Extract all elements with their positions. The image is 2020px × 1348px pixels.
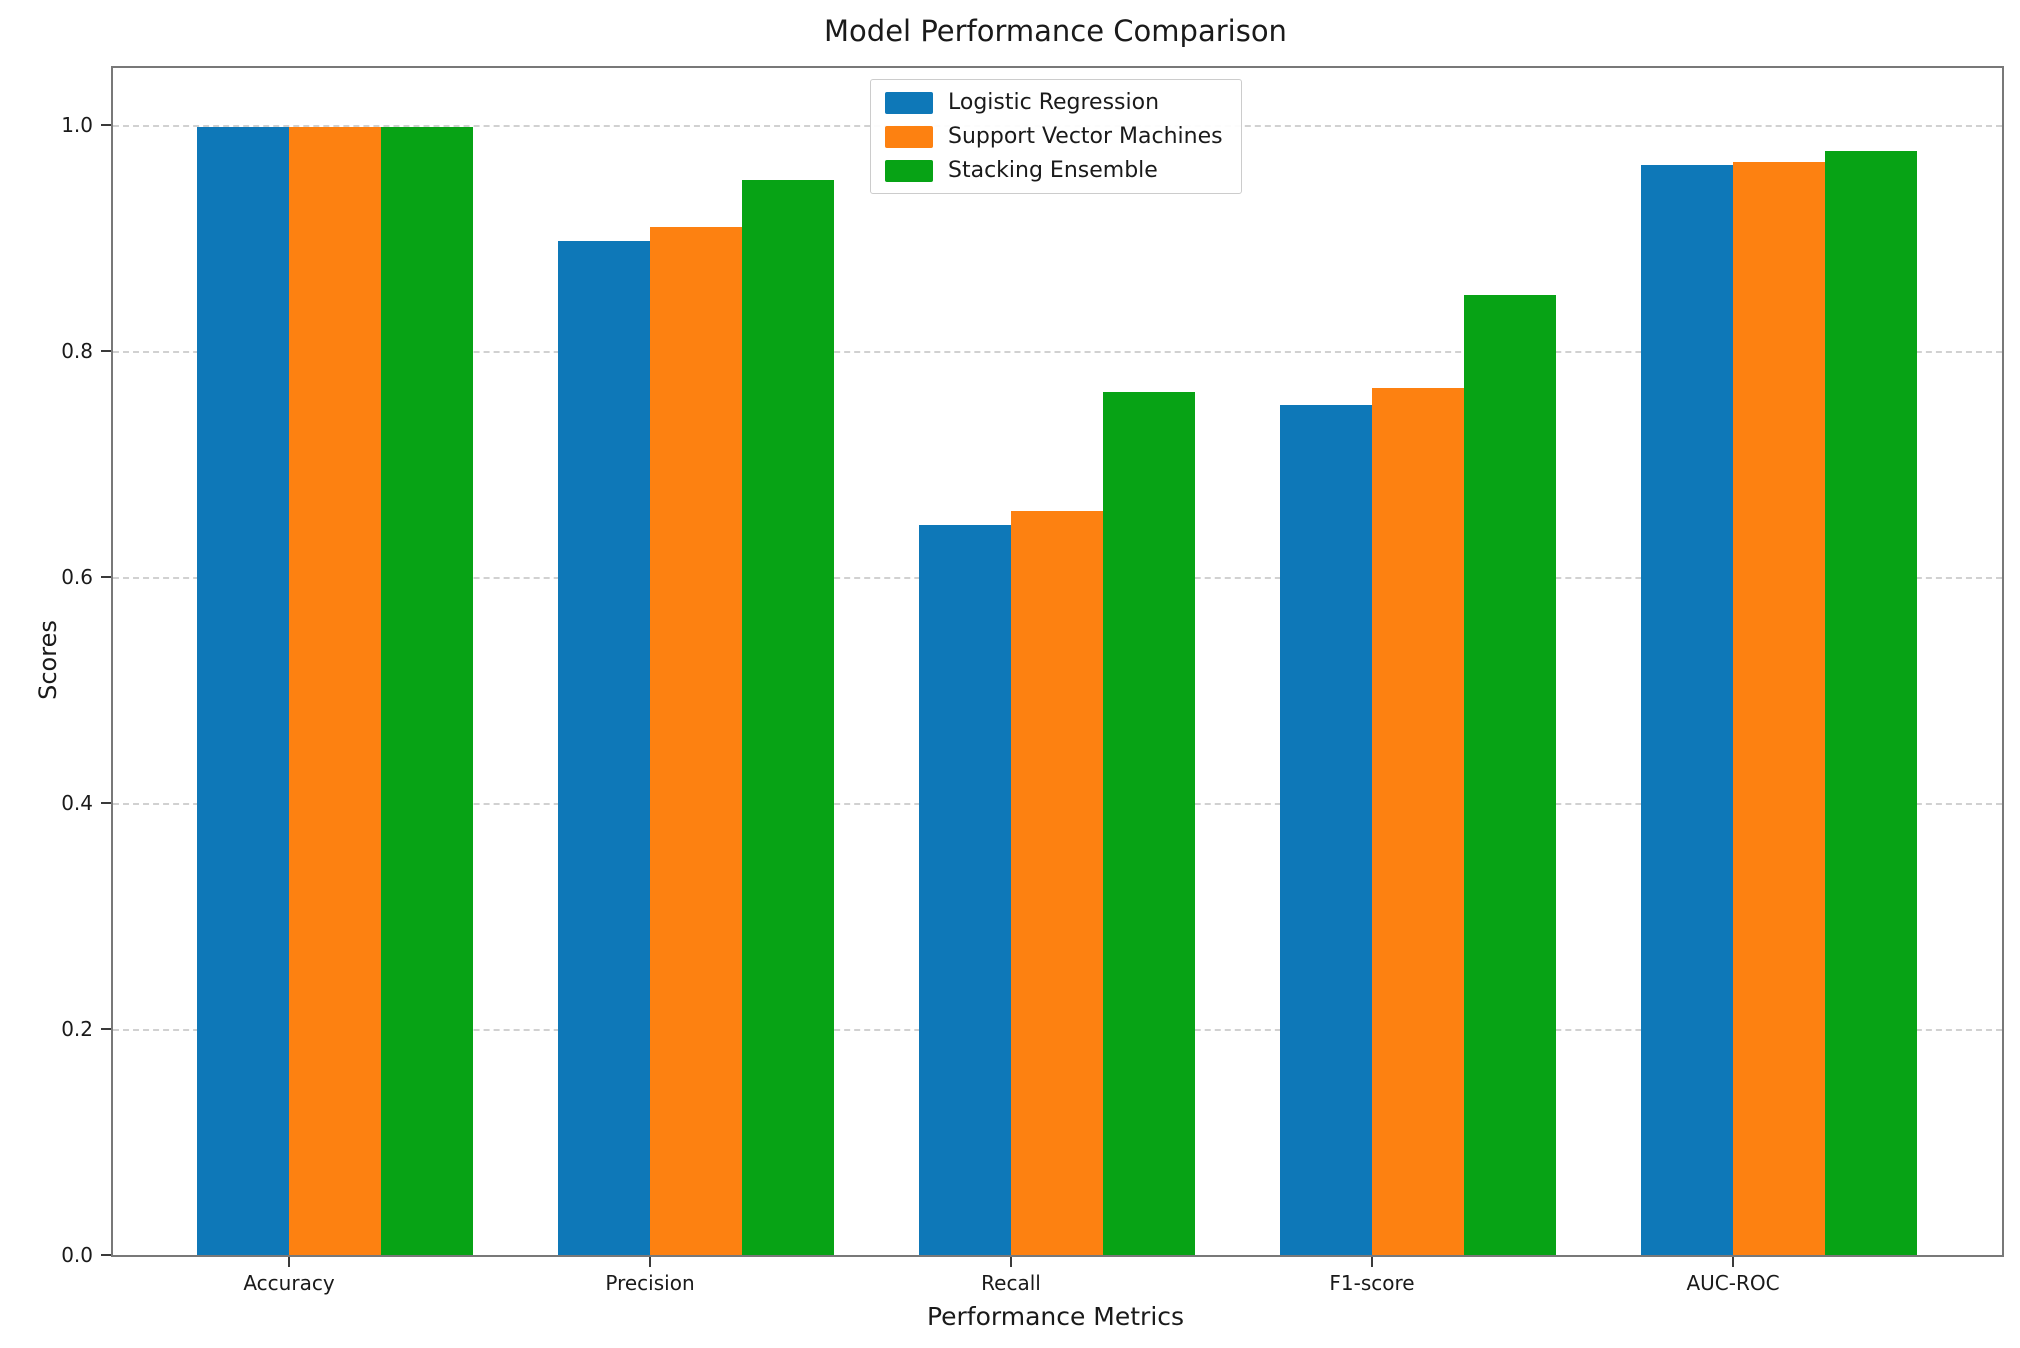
x-tick-mark-f1-score <box>1371 1257 1373 1267</box>
bar-accuracy-logistic-regression <box>197 126 289 1255</box>
y-tick-mark-1.0 <box>101 123 111 126</box>
x-tick-label-precision: Precision <box>605 1271 695 1295</box>
legend-swatch-icon <box>885 159 933 182</box>
y-tick-label-0.8: 0.8 <box>61 338 93 363</box>
y-axis-label: Scores <box>33 620 62 700</box>
bar-precision-stacking-ensemble <box>742 179 834 1255</box>
y-tick-mark-0.6 <box>101 575 111 578</box>
gridline-0.8 <box>113 350 2002 353</box>
x-tick-label-recall: Recall <box>981 1271 1041 1295</box>
x-tick-mark-recall <box>1010 1257 1012 1267</box>
y-tick-mark-0.0 <box>101 1254 111 1256</box>
y-tick-label-0.0: 0.0 <box>61 1243 93 1267</box>
legend-label: Stacking Ensemble <box>948 158 1158 183</box>
x-tick-label-accuracy: Accuracy <box>243 1271 335 1295</box>
legend-item-logistic-regression: Logistic Regression <box>885 90 1223 115</box>
y-tick-label-0.6: 0.6 <box>61 564 93 589</box>
bar-f1-score-stacking-ensemble <box>1464 295 1556 1255</box>
legend-swatch-icon <box>885 125 933 148</box>
x-axis-label: Performance Metrics <box>926 1302 1185 1331</box>
x-tick-mark-auc-roc <box>1732 1257 1734 1267</box>
y-tick-label-1.0: 1.0 <box>61 112 93 137</box>
legend: Logistic Regression Support Vector Machin… <box>870 79 1242 194</box>
bar-accuracy-stacking-ensemble <box>381 126 473 1255</box>
legend-item-stacking-ensemble: Stacking Ensemble <box>885 158 1223 183</box>
bar-auc-roc-stacking-ensemble <box>1825 150 1917 1255</box>
bar-f1-score-support-vector-machines <box>1372 387 1464 1255</box>
legend-swatch-icon <box>885 91 933 114</box>
bar-f1-score-logistic-regression <box>1280 404 1372 1255</box>
x-tick-label-auc-roc: AUC-ROC <box>1686 1271 1780 1295</box>
legend-label: Logistic Regression <box>948 90 1160 115</box>
bar-recall-support-vector-machines <box>1011 511 1103 1255</box>
y-tick-label-0.4: 0.4 <box>61 790 93 815</box>
chart-title: Model Performance Comparison <box>824 14 1287 48</box>
bar-precision-logistic-regression <box>558 240 650 1255</box>
x-tick-mark-accuracy <box>288 1257 290 1267</box>
y-tick-mark-0.8 <box>101 349 111 352</box>
y-tick-mark-0.4 <box>101 801 111 804</box>
bar-recall-stacking-ensemble <box>1103 392 1195 1255</box>
y-tick-label-0.2: 0.2 <box>61 1016 93 1041</box>
bar-recall-logistic-regression <box>919 524 1011 1255</box>
y-tick-mark-0.2 <box>101 1027 111 1030</box>
legend-item-support-vector-machines: Support Vector Machines <box>885 124 1223 149</box>
bar-precision-support-vector-machines <box>650 227 742 1255</box>
x-tick-mark-precision <box>649 1257 651 1267</box>
x-tick-label-f1-score: F1-score <box>1329 1271 1415 1295</box>
bar-accuracy-support-vector-machines <box>289 126 381 1255</box>
plot-area: 0.0 0.2 0.4 0.6 0.8 1.0 Accuracy Precision Reca… <box>61 66 2004 1295</box>
bar-auc-roc-logistic-regression <box>1641 165 1733 1255</box>
legend-label: Support Vector Machines <box>948 124 1223 149</box>
bar-auc-roc-support-vector-machines <box>1733 161 1825 1255</box>
